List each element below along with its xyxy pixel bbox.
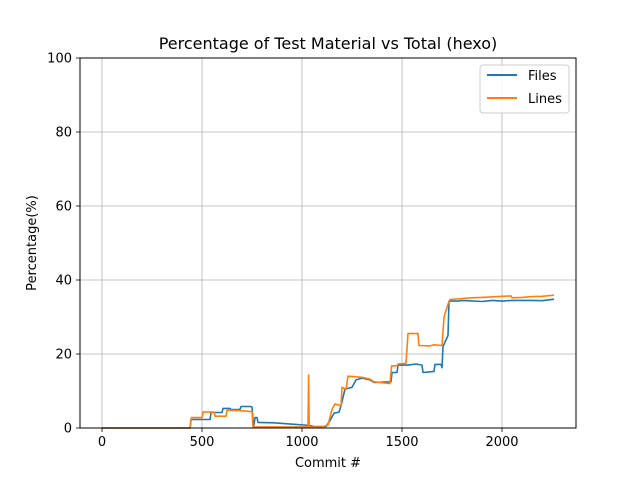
- legend-label-files: Files: [528, 69, 557, 84]
- chart-title: Percentage of Test Material vs Total (he…: [159, 34, 498, 53]
- x-tick-label: 0: [98, 435, 106, 450]
- x-axis: 0 500 1000 1500 2000: [98, 428, 519, 450]
- plot-frame: [79, 57, 577, 429]
- y-tick-label: 20: [55, 348, 72, 363]
- legend-label-lines: Lines: [528, 92, 562, 107]
- y-tick-label: 0: [64, 422, 72, 437]
- y-axis: 0 20 40 60 80 100: [47, 52, 80, 437]
- y-axis-label: Percentage(%): [25, 195, 40, 291]
- y-tick-label: 80: [55, 126, 72, 141]
- plot-series: [102, 294, 555, 429]
- x-tick-label: 1500: [385, 435, 418, 450]
- y-tick-label: 40: [55, 274, 72, 289]
- legend-frame: [479, 64, 570, 114]
- legend: Files Lines: [479, 64, 570, 114]
- y-tick-label: 100: [47, 52, 72, 67]
- x-axis-label: Commit #: [295, 456, 361, 471]
- y-tick-label: 60: [55, 200, 72, 215]
- x-tick-label: 2000: [485, 435, 518, 450]
- x-tick-label: 1000: [285, 435, 318, 450]
- series-line-files: [102, 298, 555, 429]
- x-tick-label: 500: [190, 435, 215, 450]
- series-line-lines: [102, 294, 555, 429]
